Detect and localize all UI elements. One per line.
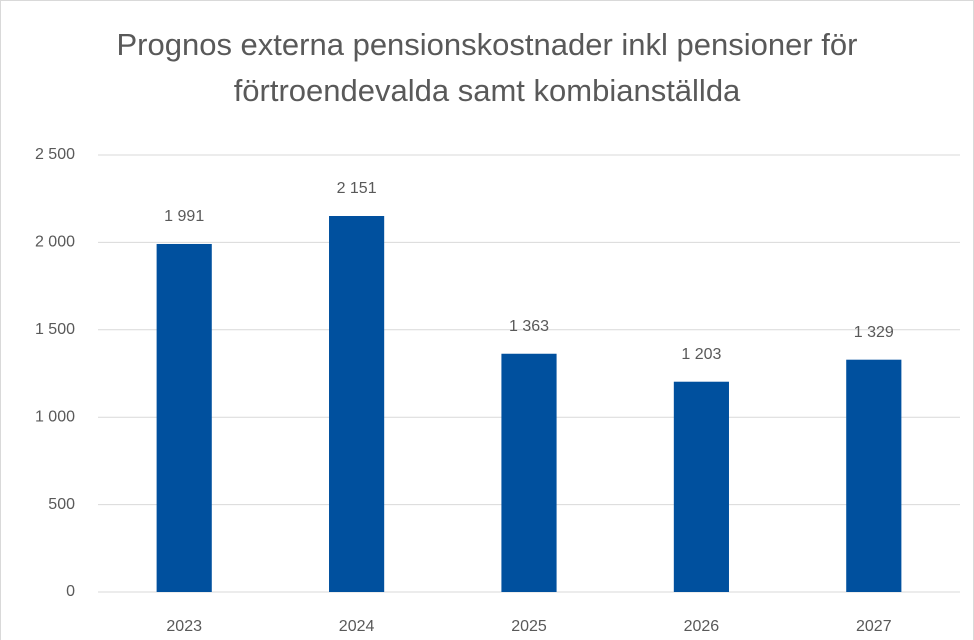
y-tick-label: 0 — [66, 583, 75, 600]
y-tick-label: 2 500 — [35, 146, 75, 163]
y-tick-label: 2 000 — [35, 234, 75, 251]
chart-title: Prognos externa pensionskostnader inkl p… — [116, 27, 858, 108]
bar — [329, 216, 385, 593]
y-tick-label: 1 500 — [35, 321, 75, 338]
bar — [501, 353, 557, 592]
data-label: 2 151 — [337, 180, 377, 197]
y-tick-label: 500 — [48, 496, 75, 513]
x-tick-label: 2027 — [856, 618, 892, 635]
bar — [846, 359, 902, 592]
data-label: 1 329 — [854, 324, 894, 341]
bar — [673, 381, 729, 592]
data-label: 1 363 — [509, 318, 549, 335]
data-label: 1 991 — [164, 208, 204, 225]
x-tick-label: 2025 — [511, 618, 547, 635]
data-label: 1 203 — [681, 346, 721, 363]
x-tick-label: 2023 — [166, 618, 202, 635]
y-tick-label: 1 000 — [35, 408, 75, 425]
x-tick-label: 2026 — [684, 618, 720, 635]
bar — [156, 243, 212, 592]
x-tick-label: 2024 — [339, 618, 375, 635]
